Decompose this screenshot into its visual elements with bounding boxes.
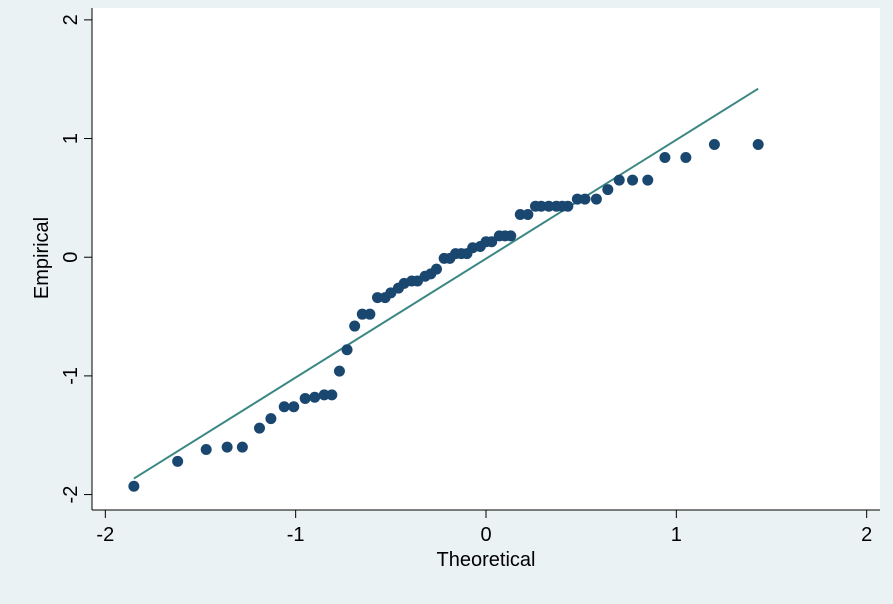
point: [278, 401, 290, 413]
point: [571, 193, 583, 205]
x-tick-label: 1: [671, 524, 682, 546]
point: [265, 413, 277, 425]
point: [333, 365, 345, 377]
point: [627, 174, 639, 186]
point: [659, 152, 671, 164]
point: [172, 455, 184, 467]
point: [752, 138, 764, 150]
point: [535, 200, 547, 212]
point: [318, 389, 330, 401]
y-tick-label: -1: [60, 367, 82, 385]
x-axis-label: Theoretical: [437, 549, 536, 571]
x-tick-label: 0: [480, 524, 491, 546]
reference-line: [133, 87, 759, 480]
point: [486, 236, 498, 248]
point: [356, 308, 368, 320]
point: [431, 263, 443, 275]
point: [128, 480, 140, 492]
y-tick-label: -2: [60, 486, 82, 504]
y-tick-label: 0: [60, 252, 82, 263]
point: [326, 389, 338, 401]
point: [299, 392, 311, 404]
point: [680, 152, 692, 164]
point: [602, 184, 614, 196]
point: [522, 208, 534, 220]
y-tick-label: 2: [60, 14, 82, 25]
point: [505, 230, 517, 242]
y-axis-label: Empirical: [31, 217, 53, 299]
point: [349, 320, 361, 332]
point: [590, 193, 602, 205]
point: [221, 441, 233, 453]
point: [579, 193, 591, 205]
point: [708, 138, 720, 150]
point: [309, 391, 321, 403]
point: [341, 344, 353, 356]
point: [372, 292, 384, 304]
point: [562, 200, 574, 212]
point: [514, 208, 526, 220]
point: [364, 308, 376, 320]
point: [613, 174, 625, 186]
point: [642, 174, 654, 186]
x-tick-label: -2: [96, 524, 114, 546]
point: [253, 422, 265, 434]
point: [543, 200, 555, 212]
point: [236, 441, 248, 453]
point: [288, 401, 300, 413]
x-tick-label: -1: [287, 524, 305, 546]
y-tick-label: 1: [60, 133, 82, 144]
x-tick-label: 2: [861, 524, 872, 546]
point: [200, 443, 212, 455]
